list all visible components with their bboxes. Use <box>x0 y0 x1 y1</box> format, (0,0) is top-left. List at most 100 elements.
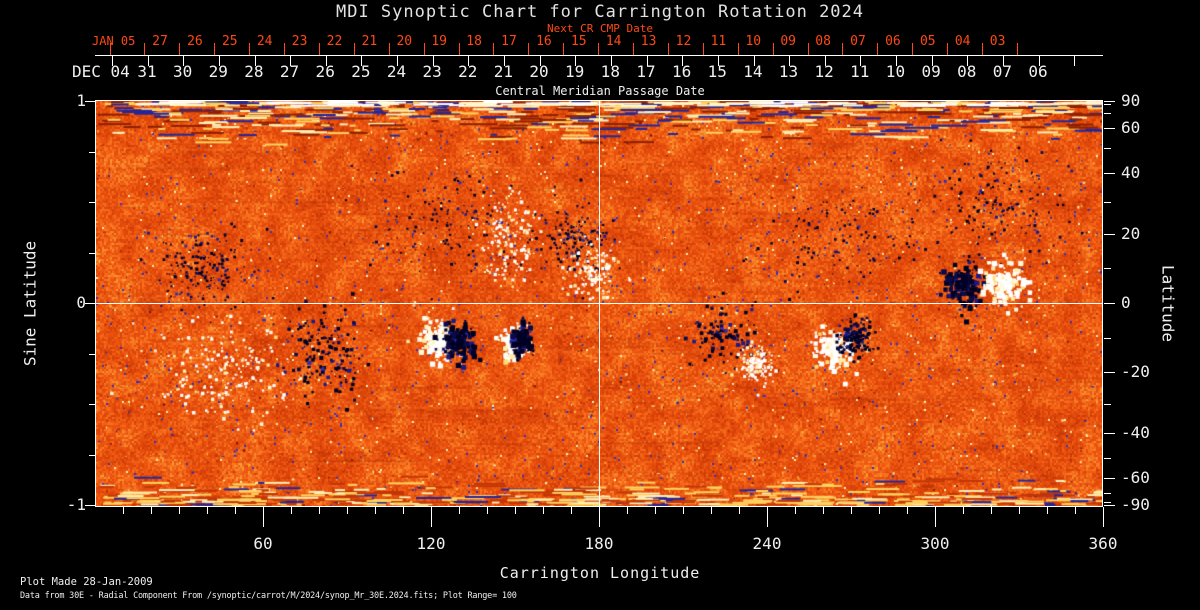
right-axis-title: Latitude <box>1158 264 1178 343</box>
right-major-tick <box>1104 128 1115 130</box>
bottom-minor-tick <box>879 507 880 514</box>
dec-day-label: 23 <box>422 62 442 81</box>
dec-tick <box>860 56 862 66</box>
jan-day-label: 05 <box>919 34 936 49</box>
right-major-tick <box>1104 477 1115 479</box>
left-minor-tick <box>89 252 95 254</box>
bottom-minor-tick <box>403 507 404 514</box>
right-tick-label: 40 <box>1121 163 1141 183</box>
jan-day-label: 10 <box>745 34 762 49</box>
jan-day-label: 07 <box>850 34 866 49</box>
bottom-major-tick <box>767 507 768 527</box>
dec-day-label: 22 <box>458 62 478 81</box>
jan-tick <box>249 43 251 55</box>
bottom-tick-label: 240 <box>752 534 782 553</box>
bottom-minor-tick <box>795 507 796 514</box>
bottom-major-tick <box>935 507 936 527</box>
left-minor-tick <box>89 151 95 153</box>
dec-day-label: 24 <box>386 62 407 81</box>
dec-day-label: 25 <box>351 62 371 81</box>
jan-tick <box>563 43 565 55</box>
jan-tick <box>353 43 355 55</box>
dec-day-label: 30 <box>172 62 193 81</box>
jan-day-label: 03 <box>989 34 1006 49</box>
bottom-tick-label: 120 <box>416 534 446 553</box>
dec-day-label: 31 <box>137 62 157 81</box>
jan-tick <box>179 43 181 55</box>
dec-tick <box>290 56 292 66</box>
dec-tick <box>539 56 541 66</box>
jan-tick <box>667 43 669 55</box>
jan-anchor-label: JAN 05 <box>92 34 136 48</box>
dec-tick <box>147 56 149 66</box>
jan-tick <box>982 43 983 55</box>
right-minor-tick <box>1104 492 1111 494</box>
bottom-major-tick <box>1103 507 1104 527</box>
jan-tick <box>807 43 809 55</box>
jan-tick <box>877 43 879 55</box>
jan-day-label: 06 <box>885 34 901 49</box>
bottom-minor-tick <box>711 507 712 514</box>
right-minor-tick <box>1104 202 1111 203</box>
dec-day-label: 29 <box>208 62 228 81</box>
jan-day-label: 19 <box>431 34 448 49</box>
jan-day-label: 24 <box>256 34 273 49</box>
left-minor-tick <box>89 202 95 203</box>
bottom-minor-tick <box>1047 507 1048 514</box>
dec-day-label: 08 <box>957 62 977 81</box>
dec-tick <box>325 56 327 66</box>
next-cr-axis-label: Next CR CMP Date <box>547 22 653 35</box>
jan-tick <box>109 43 111 55</box>
dec-day-label: 20 <box>529 62 549 81</box>
cmp-axis-caption: Central Meridian Passage Date <box>495 84 705 98</box>
jan-day-label: 26 <box>187 34 203 49</box>
jan-day-label: 04 <box>954 34 971 49</box>
bottom-minor-tick <box>655 507 656 514</box>
dec-tick <box>610 56 612 66</box>
jan-tick <box>842 43 844 55</box>
dec-tick <box>1038 56 1040 66</box>
right-major-tick <box>1104 303 1115 304</box>
dec-day-label: 14 <box>743 62 763 81</box>
bottom-tick-label: 60 <box>253 534 273 553</box>
jan-day-label: 22 <box>326 34 343 49</box>
right-minor-tick <box>1104 267 1111 269</box>
dec-tick <box>646 56 648 66</box>
jan-tick <box>633 43 634 55</box>
dec-day-label: 09 <box>921 62 941 81</box>
jan-day-label: 25 <box>221 34 238 49</box>
right-minor-tick <box>1104 404 1111 405</box>
bottom-minor-tick <box>291 507 292 514</box>
right-minor-tick <box>1104 113 1111 115</box>
dec-tick <box>789 56 791 66</box>
bottom-minor-tick <box>487 507 488 514</box>
dec-day-label: 16 <box>671 62 692 81</box>
left-major-tick <box>85 303 95 304</box>
bottom-minor-tick <box>739 507 740 514</box>
dec-tick <box>717 56 719 66</box>
right-major-tick <box>1104 233 1115 235</box>
left-major-tick <box>85 505 95 506</box>
right-tick-label: -20 <box>1121 362 1150 382</box>
right-minor-tick <box>1104 501 1111 503</box>
bottom-minor-tick <box>151 507 152 514</box>
bottom-minor-tick <box>823 507 824 514</box>
plot-area <box>95 100 1103 507</box>
jan-day-label: 17 <box>501 34 517 49</box>
bottom-minor-tick <box>543 507 544 514</box>
right-tick-label: -90 <box>1121 495 1150 514</box>
jan-day-label: 09 <box>780 34 797 49</box>
bottom-minor-tick <box>235 507 236 514</box>
jan-day-label: 15 <box>570 34 587 49</box>
bottom-minor-tick <box>683 507 684 514</box>
bottom-major-tick <box>263 507 264 527</box>
jan-day-label: 13 <box>640 34 657 49</box>
jan-tick <box>528 43 530 55</box>
bottom-minor-tick <box>1019 507 1020 514</box>
dec-tick <box>397 56 399 66</box>
jan-tick <box>737 43 739 55</box>
left-tick-label: 1 <box>76 91 86 110</box>
right-minor-tick <box>1104 148 1111 150</box>
jan-tick <box>214 43 216 55</box>
